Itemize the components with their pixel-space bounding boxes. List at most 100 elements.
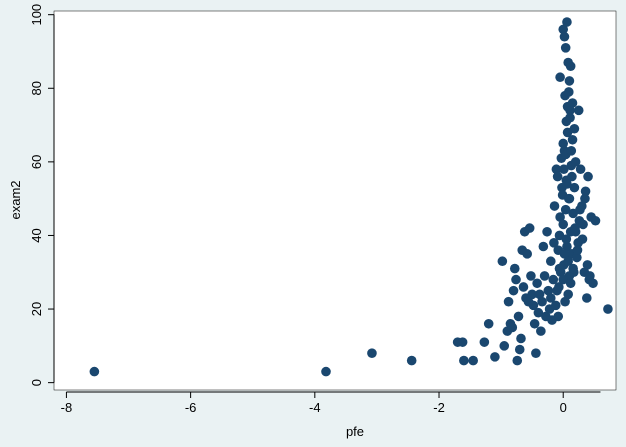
scatter-point bbox=[534, 289, 545, 300]
scatter-point bbox=[555, 72, 565, 83]
scatter-point bbox=[558, 274, 569, 285]
scatter-point bbox=[570, 157, 581, 167]
scatter-point bbox=[570, 223, 580, 233]
scatter-point bbox=[578, 219, 588, 230]
y-tick-label: 80 bbox=[29, 81, 44, 95]
scatter-point bbox=[459, 355, 469, 366]
scatter-point bbox=[516, 333, 526, 344]
scatter-point bbox=[575, 164, 586, 175]
scatter-point bbox=[511, 274, 521, 285]
scatter-point bbox=[558, 219, 569, 230]
scatter-point bbox=[549, 201, 560, 211]
scatter-point bbox=[522, 249, 532, 259]
data-points bbox=[89, 17, 613, 377]
scatter-point bbox=[575, 204, 585, 215]
scatter-point bbox=[580, 193, 590, 204]
scatter-point bbox=[590, 215, 601, 226]
scatter-point bbox=[563, 256, 573, 267]
scatter-point bbox=[561, 234, 572, 244]
scatter-point bbox=[367, 348, 377, 359]
scatter-point bbox=[564, 76, 575, 86]
scatter-point bbox=[554, 263, 565, 274]
scatter-point bbox=[457, 337, 468, 347]
scatter-point bbox=[468, 355, 478, 366]
scatter-point bbox=[558, 138, 569, 149]
scatter-point bbox=[524, 223, 535, 233]
scatter-point bbox=[572, 245, 583, 255]
scatter-point bbox=[582, 293, 592, 303]
scatter-point bbox=[479, 337, 490, 347]
scatter-point bbox=[573, 105, 584, 116]
scatter-point bbox=[560, 204, 571, 215]
scatter-point bbox=[527, 289, 537, 300]
scatter-point bbox=[490, 352, 500, 362]
scatter-point bbox=[537, 296, 547, 307]
scatter-point bbox=[539, 271, 550, 281]
scatter-point bbox=[559, 31, 570, 42]
scatter-point bbox=[560, 42, 571, 53]
scatter-point bbox=[543, 285, 554, 296]
scatter-point bbox=[499, 341, 510, 351]
x-tick-label: -4 bbox=[309, 400, 321, 415]
scatter-point bbox=[509, 263, 520, 274]
scatter-point bbox=[588, 278, 598, 289]
scatter-point bbox=[550, 300, 561, 311]
scatter-point bbox=[514, 344, 525, 355]
scatter-point bbox=[512, 355, 523, 366]
scatter-point bbox=[554, 282, 564, 292]
x-tick-label: -2 bbox=[433, 400, 445, 415]
plot-area bbox=[53, 10, 617, 391]
x-axis-ticks: -8 -6 -4 -2 0 bbox=[61, 392, 567, 415]
scatter-point bbox=[553, 311, 564, 322]
scatter-point bbox=[560, 296, 570, 307]
scatter-point bbox=[565, 278, 576, 289]
scatter-point bbox=[603, 304, 613, 314]
scatter-point bbox=[559, 249, 570, 259]
scatter-point bbox=[565, 61, 576, 71]
scatter-point bbox=[545, 256, 556, 267]
scatter-point bbox=[577, 234, 588, 244]
scatter-point bbox=[585, 271, 595, 281]
scatter-point bbox=[406, 355, 417, 366]
scatter-point bbox=[564, 87, 574, 97]
scatter-point bbox=[562, 241, 572, 252]
scatter-point bbox=[552, 171, 563, 182]
scatter-point bbox=[562, 17, 572, 27]
scatter-point bbox=[558, 24, 569, 35]
scatter-point bbox=[508, 285, 519, 296]
scatter-point bbox=[582, 260, 593, 270]
scatter-point bbox=[566, 146, 577, 156]
x-tick-label: 0 bbox=[560, 400, 567, 415]
y-tick-label: 60 bbox=[29, 155, 44, 169]
x-axis-title: pfe bbox=[346, 424, 364, 439]
scatter-point bbox=[562, 179, 572, 189]
scatter-point bbox=[569, 182, 580, 193]
scatter-point bbox=[551, 164, 562, 175]
scatter-point bbox=[565, 112, 575, 123]
scatter-point bbox=[503, 296, 514, 307]
scatter-point bbox=[569, 123, 580, 134]
scatter-point bbox=[548, 274, 559, 285]
scatter-point bbox=[564, 193, 575, 204]
y-tick-label: 0 bbox=[29, 379, 44, 386]
scatter-point bbox=[549, 238, 559, 248]
scatter-point bbox=[526, 271, 536, 281]
scatter-point bbox=[568, 263, 578, 274]
scatter-point bbox=[321, 366, 331, 377]
scatter-point bbox=[538, 241, 549, 252]
scatter-point bbox=[567, 98, 578, 108]
scatter-point bbox=[559, 164, 569, 175]
scatter-point bbox=[531, 348, 541, 359]
scatter-point bbox=[563, 289, 573, 300]
x-tick-label: -8 bbox=[61, 400, 73, 415]
scatter-point bbox=[533, 307, 544, 318]
scatter-point bbox=[507, 322, 518, 333]
scatter-point bbox=[555, 212, 565, 222]
y-axis-ticks: 0 20 40 60 80 100 bbox=[29, 4, 54, 386]
scatter-point bbox=[583, 171, 593, 182]
y-axis-title: exam2 bbox=[8, 180, 23, 219]
scatter-point bbox=[572, 252, 582, 263]
y-tick-label: 40 bbox=[29, 228, 44, 242]
scatter-point bbox=[497, 256, 508, 267]
